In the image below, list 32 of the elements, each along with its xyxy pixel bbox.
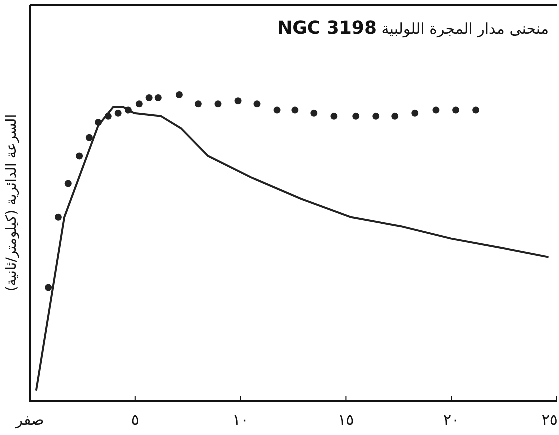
point: [372, 112, 380, 120]
point: [154, 94, 162, 102]
x-tick-label: ١٥: [338, 411, 354, 429]
point: [214, 100, 222, 108]
x-tick-label: ١٠: [232, 411, 249, 429]
point: [146, 94, 153, 102]
point: [472, 106, 480, 114]
x-tick-label: ٢٠: [444, 411, 460, 429]
point: [352, 112, 360, 120]
point: [412, 110, 419, 117]
point: [392, 112, 399, 120]
point: [310, 110, 318, 117]
x-tick-label: صفر: [14, 411, 44, 429]
x-tick-label: ٥: [131, 411, 140, 429]
point: [176, 92, 183, 98]
point: [76, 152, 84, 160]
point: [274, 106, 281, 114]
point: [54, 214, 62, 221]
point: [86, 134, 93, 142]
point: [254, 100, 261, 108]
y-axis-title: السرعة الدائرية (كيلومتر/ثانية): [4, 114, 20, 292]
point: [330, 112, 338, 120]
point: [114, 110, 122, 117]
point: [136, 100, 143, 108]
point: [452, 106, 460, 114]
x-tick-label: ٢٥: [542, 411, 558, 429]
point: [64, 180, 72, 188]
point: [45, 284, 52, 292]
point: [432, 106, 440, 114]
point: [292, 106, 299, 114]
point: [234, 98, 242, 105]
point: [194, 100, 202, 108]
